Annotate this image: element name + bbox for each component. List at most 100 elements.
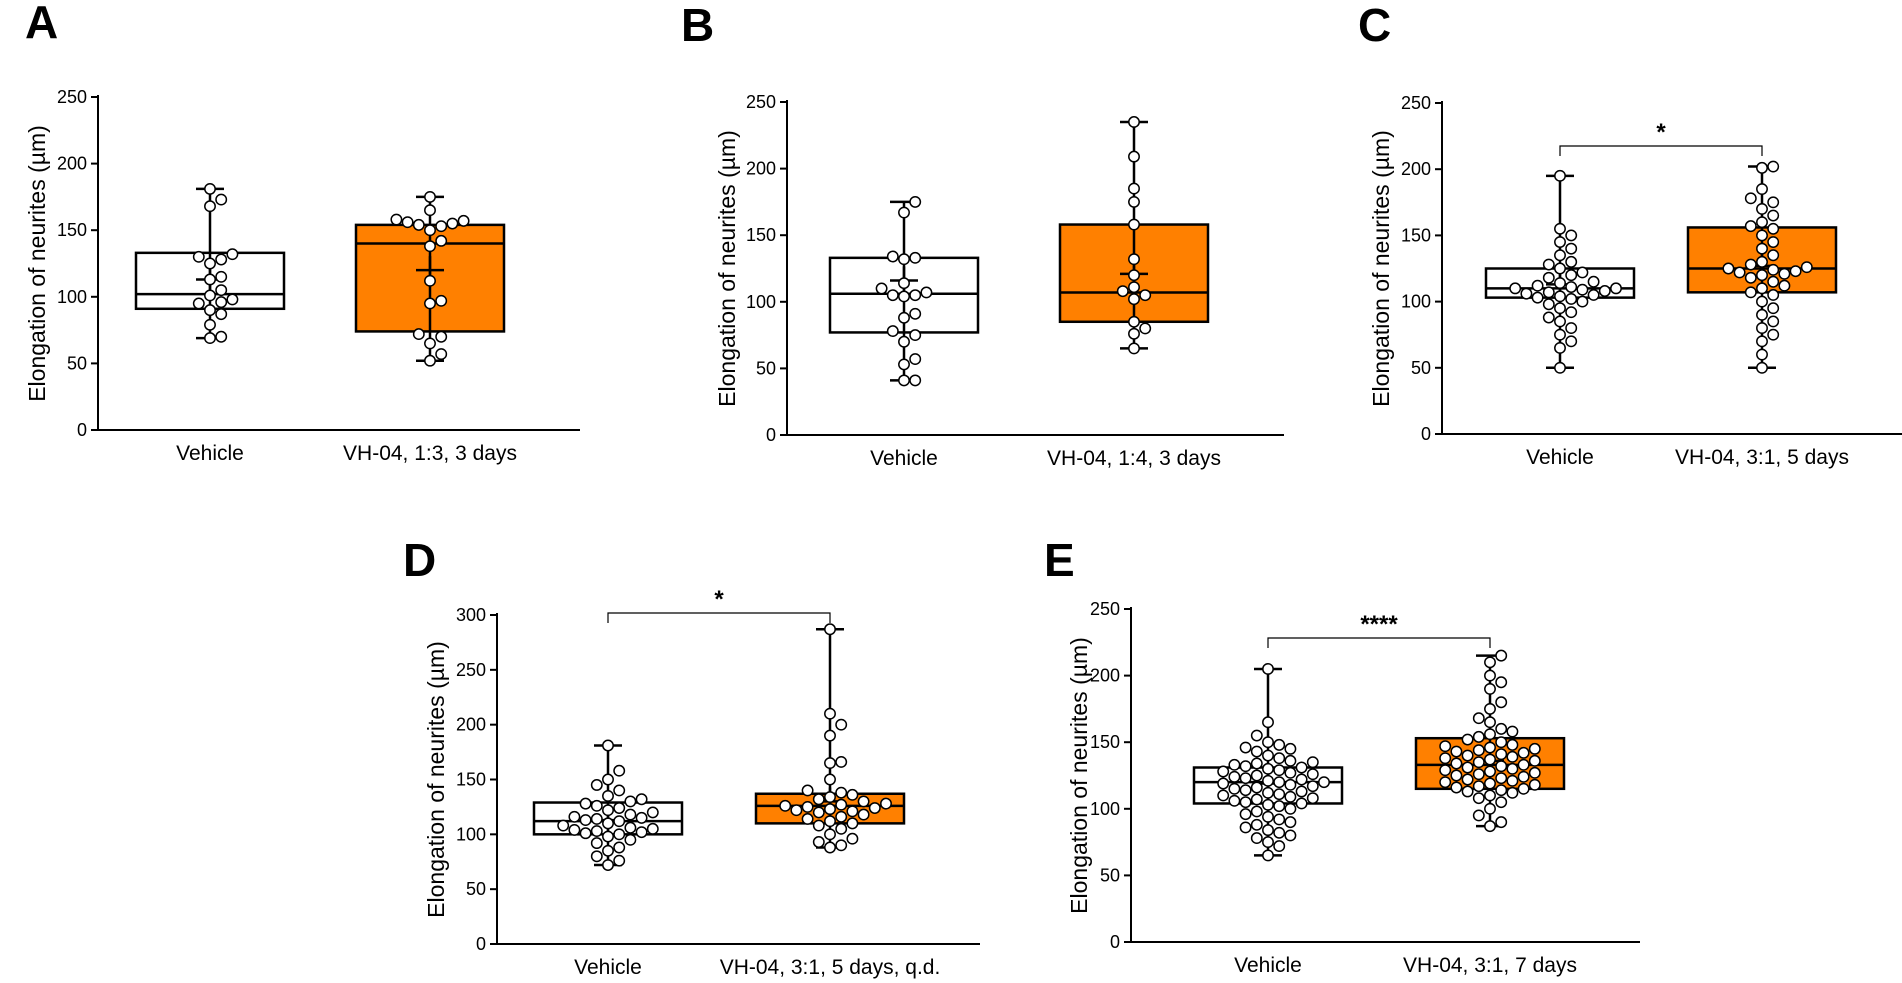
data-point <box>204 318 216 331</box>
data-point <box>424 274 436 287</box>
data-point <box>779 799 792 812</box>
data-point <box>1767 263 1780 276</box>
data-point <box>1554 262 1566 275</box>
data-point <box>1284 816 1297 829</box>
data-point <box>1284 742 1297 755</box>
y-tick-label: 250 <box>1090 599 1120 619</box>
data-point <box>1598 285 1611 297</box>
data-point <box>215 308 228 321</box>
data-point <box>1139 322 1152 335</box>
data-point <box>1472 809 1485 822</box>
data-point <box>1262 810 1274 823</box>
data-point <box>857 795 870 808</box>
data-point <box>590 799 603 812</box>
data-point <box>602 790 614 802</box>
data-point <box>1284 802 1297 815</box>
data-point <box>898 311 910 324</box>
data-point <box>1767 209 1780 222</box>
data-point <box>446 217 459 230</box>
panel-c: C 0 50 100 150 200 250 Elongation of neurites (… <box>1358 0 1902 469</box>
data-point <box>568 810 581 823</box>
data-point <box>886 250 899 263</box>
data-point <box>1554 315 1566 328</box>
data-point <box>1484 789 1496 802</box>
data-point <box>1565 269 1578 282</box>
y-tick-label: 100 <box>456 824 486 844</box>
data-point <box>1610 282 1622 295</box>
data-point <box>1554 169 1566 182</box>
data-point <box>1756 269 1768 282</box>
data-point <box>1542 311 1555 324</box>
data-point <box>1542 286 1555 299</box>
data-point <box>579 827 592 840</box>
data-point <box>635 826 648 839</box>
data-point <box>215 270 228 283</box>
data-point <box>1565 242 1578 255</box>
data-point <box>824 757 836 769</box>
data-point <box>1767 196 1780 209</box>
data-point <box>1239 760 1252 773</box>
data-point <box>1284 829 1297 842</box>
data-point <box>624 833 637 846</box>
data-point <box>1744 192 1757 205</box>
y-tick-label: 0 <box>1421 424 1431 444</box>
data-point <box>204 289 216 302</box>
data-point <box>824 828 836 841</box>
data-point <box>1461 733 1474 746</box>
data-point <box>1262 798 1274 811</box>
panel-letter: B <box>681 0 714 51</box>
data-point <box>909 289 922 302</box>
data-point <box>1484 682 1496 695</box>
data-point <box>1450 769 1463 782</box>
data-point <box>1217 765 1230 778</box>
data-point <box>424 337 436 350</box>
data-point <box>412 328 425 341</box>
data-point <box>1767 236 1780 248</box>
y-tick-label: 100 <box>57 287 87 307</box>
data-point <box>1506 725 1519 738</box>
data-point <box>1128 281 1140 294</box>
data-point <box>1778 279 1791 292</box>
data-point <box>1506 774 1519 787</box>
data-point <box>898 206 910 219</box>
data-point <box>435 220 448 233</box>
data-point <box>624 821 637 834</box>
data-point <box>1239 808 1252 821</box>
data-point <box>613 784 626 797</box>
y-axis-title: Elongation of neurites (µm) <box>423 641 449 918</box>
x-category-label: VH-04, 3:1, 5 days, q.d. <box>720 956 941 979</box>
data-point <box>1273 752 1286 765</box>
data-point <box>401 216 414 229</box>
data-point <box>1295 785 1308 798</box>
data-point <box>1744 271 1757 284</box>
data-point <box>1484 728 1496 741</box>
x-category-label: VH-04, 3:1, 7 days <box>1403 954 1577 977</box>
data-point <box>880 797 892 810</box>
data-point <box>1228 782 1241 795</box>
data-point <box>1472 712 1485 725</box>
data-point <box>1756 183 1768 196</box>
data-point <box>204 332 216 345</box>
data-point <box>557 819 570 832</box>
data-point <box>1472 756 1485 769</box>
data-point <box>824 773 836 786</box>
data-point <box>1306 768 1319 781</box>
data-point <box>835 798 848 811</box>
data-point <box>1506 750 1519 763</box>
y-tick-label: 250 <box>1401 93 1431 113</box>
data-point <box>909 195 922 208</box>
x-category-label: Vehicle <box>870 447 938 470</box>
data-point <box>1262 749 1274 762</box>
y-axis-title: Elongation of neurites (µm) <box>1066 637 1092 914</box>
data-point <box>579 814 592 827</box>
data-point <box>1756 255 1768 268</box>
data-point <box>1542 271 1555 284</box>
data-point <box>204 257 216 270</box>
data-point <box>886 325 899 338</box>
data-point <box>801 784 814 797</box>
data-point <box>435 348 448 361</box>
significance-bracket <box>1267 637 1491 648</box>
panel-d: D 0 50 100 150 200 250 300 Elongation of neurite… <box>403 534 980 979</box>
data-point <box>824 707 836 720</box>
data-point <box>1128 293 1140 306</box>
